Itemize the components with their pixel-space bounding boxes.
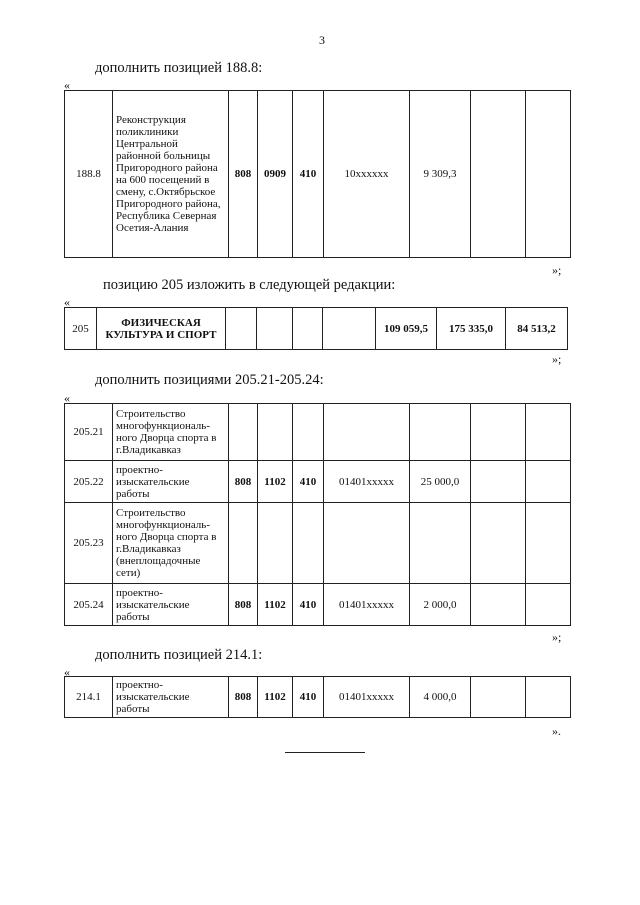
cell-ministry: 808 — [228, 460, 258, 503]
cell-position: 205.21 — [64, 403, 113, 461]
cell-amount-3 — [525, 676, 571, 718]
cell-section: 1102 — [257, 676, 293, 718]
cell-type: 410 — [292, 460, 324, 503]
cell-target — [323, 403, 410, 461]
cell-type — [292, 403, 324, 461]
cell-amount-3 — [525, 583, 571, 626]
cell-amount-2 — [470, 676, 526, 718]
cell-amount-1: 4 000,0 — [409, 676, 471, 718]
cell-type — [292, 307, 323, 350]
table-row: 214.1 проектно-изыскательские работы 808 11… — [64, 676, 571, 718]
close-quote: »; — [552, 263, 562, 277]
table-214-1: 214.1 проектно-изыскательские работы 808 11… — [64, 676, 571, 718]
open-quote: « — [64, 295, 70, 309]
cell-name: проектно-изыскательские работы — [112, 676, 229, 718]
cell-amount-3 — [525, 502, 571, 584]
cell-amount-2 — [470, 583, 526, 626]
cell-target — [322, 307, 376, 350]
cell-section — [257, 403, 293, 461]
table-row: 205.23 Строительство многофункциональ-ног… — [64, 502, 571, 584]
cell-position: 188.8 — [64, 90, 113, 258]
cell-target: 01401xxxxx — [323, 676, 410, 718]
cell-target: 10xxxxxx — [323, 90, 410, 258]
cell-type: 410 — [292, 583, 324, 626]
cell-name: проектно-изыскательские работы — [112, 460, 229, 503]
cell-amount-1 — [409, 502, 471, 584]
instruction-205: позицию 205 изложить в следующей редакци… — [103, 277, 396, 293]
table-188-8: 188.8 Реконструкция поликлиники Центральн… — [64, 90, 571, 258]
cell-ministry — [228, 502, 258, 584]
cell-name: проектно-изыскательские работы — [112, 583, 229, 626]
cell-amount-1 — [409, 403, 471, 461]
cell-ministry: 808 — [228, 90, 258, 258]
cell-target: 01401xxxxx — [323, 460, 410, 503]
close-quote: »; — [552, 630, 562, 644]
cell-position: 205.24 — [64, 583, 113, 626]
cell-target — [323, 502, 410, 584]
cell-position: 205 — [64, 307, 97, 350]
cell-amount-3: 84 513,2 — [505, 307, 568, 350]
table-row: 205.22 проектно-изыскательские работы 808 1… — [64, 460, 571, 503]
instruction-214-1: дополнить позицией 214.1: — [95, 647, 263, 663]
cell-type — [292, 502, 324, 584]
cell-amount-2 — [470, 403, 526, 461]
page-number: 3 — [319, 33, 325, 47]
cell-section: 1102 — [257, 460, 293, 503]
cell-amount-2 — [470, 502, 526, 584]
cell-section: 1102 — [257, 583, 293, 626]
table-row: 205.24 проектно-изыскательские работы 808 1… — [64, 583, 571, 626]
cell-amount-3 — [525, 403, 571, 461]
cell-amount-1: 25 000,0 — [409, 460, 471, 503]
instruction-188-8: дополнить позицией 188.8: — [95, 60, 263, 76]
cell-position: 205.23 — [64, 502, 113, 584]
cell-position: 205.22 — [64, 460, 113, 503]
cell-ministry: 808 — [228, 676, 258, 718]
instruction-205-21-24: дополнить позициями 205.21-205.24: — [95, 372, 324, 388]
cell-amount-3 — [525, 460, 571, 503]
table-row: 188.8 Реконструкция поликлиники Центральн… — [64, 90, 571, 258]
cell-section — [257, 502, 293, 584]
end-rule — [285, 752, 365, 753]
table-row: 205 ФИЗИЧЕСКАЯ КУЛЬТУРА И СПОРТ 109 059,5 1… — [64, 307, 568, 350]
cell-amount-2: 175 335,0 — [436, 307, 506, 350]
cell-amount-1: 109 059,5 — [375, 307, 437, 350]
cell-type: 410 — [292, 676, 324, 718]
cell-type: 410 — [292, 90, 324, 258]
cell-name: Строительство многофункциональ-ного Двор… — [112, 502, 229, 584]
table-205-21-24: 205.21 Строительство многофункциональ-ног… — [64, 403, 571, 626]
cell-amount-1: 2 000,0 — [409, 583, 471, 626]
cell-name: ФИЗИЧЕСКАЯ КУЛЬТУРА И СПОРТ — [96, 307, 226, 350]
open-quote: « — [64, 391, 70, 405]
cell-position: 214.1 — [64, 676, 113, 718]
cell-ministry — [225, 307, 257, 350]
open-quote: « — [64, 78, 70, 92]
cell-name: Строительство многофункциональ-ного Двор… — [112, 403, 229, 461]
open-quote: « — [64, 665, 70, 679]
cell-amount-1: 9 309,3 — [409, 90, 471, 258]
cell-amount-3 — [525, 90, 571, 258]
cell-section: 0909 — [257, 90, 293, 258]
cell-amount-2 — [470, 90, 526, 258]
cell-amount-2 — [470, 460, 526, 503]
cell-ministry — [228, 403, 258, 461]
table-row: 205.21 Строительство многофункциональ-ног… — [64, 403, 571, 461]
table-205: 205 ФИЗИЧЕСКАЯ КУЛЬТУРА И СПОРТ 109 059,5 1… — [64, 307, 568, 350]
cell-name: Реконструкция поликлиники Центральной ра… — [112, 90, 229, 258]
cell-section — [256, 307, 293, 350]
close-quote: »; — [552, 352, 562, 366]
cell-ministry: 808 — [228, 583, 258, 626]
close-quote: ». — [552, 724, 561, 738]
cell-target: 01401xxxxx — [323, 583, 410, 626]
